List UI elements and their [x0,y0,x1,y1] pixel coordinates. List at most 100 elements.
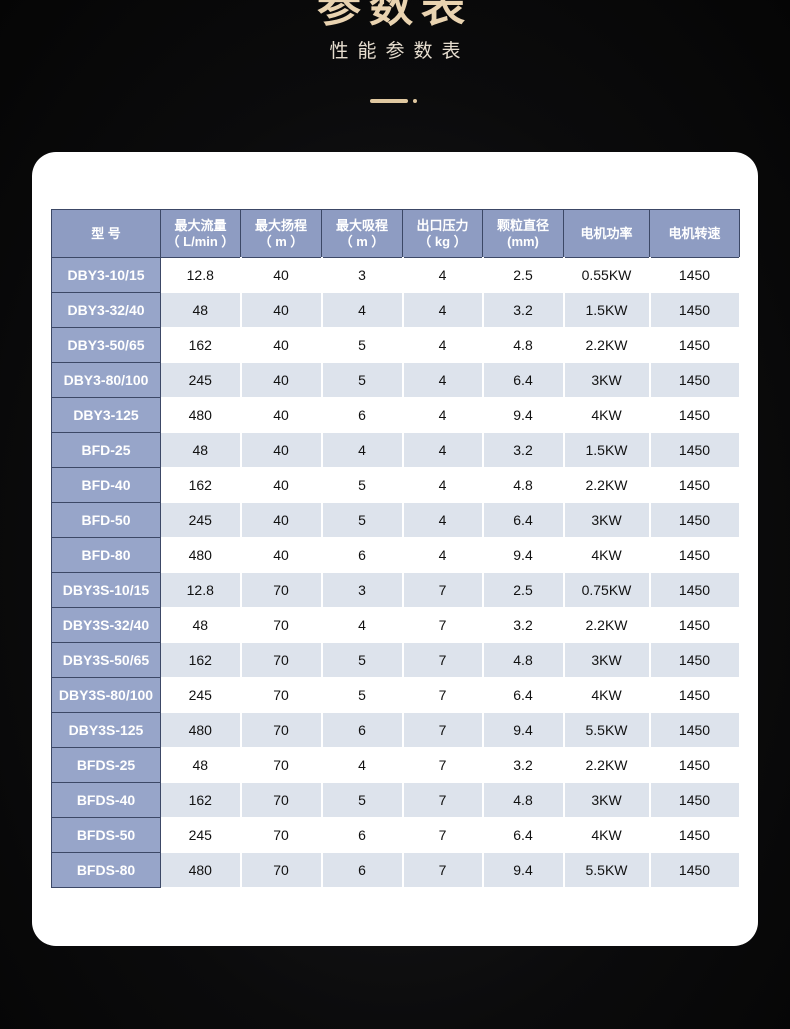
model-cell: BFD-80 [51,537,161,573]
value-cell: 1450 [649,257,741,293]
value-cell: 6.4 [482,362,565,398]
value-cell: 4 [402,502,484,538]
page-title: 参数表 [317,0,473,31]
value-cell: 40 [240,502,323,538]
model-cell: DBY3-32/40 [51,292,161,328]
value-cell: 12.8 [160,257,242,293]
value-cell: 9.4 [482,537,565,573]
column-header: 最大吸程（ m ） [321,209,403,258]
value-cell: 1450 [649,362,741,398]
value-cell: 4KW [563,677,651,713]
column-header: 电机转速 [649,209,740,258]
value-cell: 7 [402,712,484,748]
value-cell: 1450 [649,467,741,503]
table-card: 型 号最大流量（ L/min ）最大扬程（ m ）最大吸程（ m ）出口压力（ … [32,152,758,946]
value-cell: 5 [321,327,404,363]
model-cell: DBY3-50/65 [51,327,161,363]
value-cell: 4 [321,747,404,783]
value-cell: 7 [402,642,484,678]
value-cell: 7 [402,817,484,853]
header-line: 出口压力 [416,217,469,233]
value-cell: 4 [402,327,484,363]
decor-dot [413,99,417,103]
table-row: DBY3S-32/40 48 70 4 7 3.2 2.2KW 1450 [51,607,741,643]
header-line: （ m ） [339,233,385,249]
value-cell: 6 [321,397,404,433]
model-cell: DBY3-125 [51,397,161,433]
value-cell: 162 [160,467,242,503]
value-cell: 7 [402,852,484,888]
value-cell: 0.55KW [563,257,651,293]
model-cell: BFDS-25 [51,747,161,783]
table-row: DBY3S-80/100 245 70 5 7 6.4 4KW 1450 [51,677,741,713]
column-header: 最大流量（ L/min ） [160,209,241,258]
value-cell: 40 [240,362,323,398]
column-header: 型 号 [51,209,161,258]
table-row: DBY3-125 480 40 6 4 9.4 4KW 1450 [51,397,741,433]
model-cell: BFDS-40 [51,782,161,818]
value-cell: 48 [160,432,242,468]
value-cell: 40 [240,537,323,573]
table-row: DBY3-80/100 245 40 5 4 6.4 3KW 1450 [51,362,741,398]
column-header: 出口压力（ kg ） [402,209,483,258]
value-cell: 5 [321,677,404,713]
value-cell: 4 [402,467,484,503]
value-cell: 480 [160,712,242,748]
table-row: DBY3S-125 480 70 6 7 9.4 5.5KW 1450 [51,712,741,748]
value-cell: 245 [160,362,242,398]
value-cell: 2.5 [482,257,565,293]
value-cell: 5.5KW [563,852,651,888]
value-cell: 1450 [649,747,741,783]
value-cell: 2.2KW [563,467,651,503]
table-row: BFD-50 245 40 5 4 6.4 3KW 1450 [51,502,741,538]
value-cell: 4KW [563,817,651,853]
value-cell: 5 [321,782,404,818]
header-line: 最大流量 [174,217,227,233]
value-cell: 3 [321,572,404,608]
model-cell: DBY3-10/15 [51,257,161,293]
value-cell: 2.5 [482,572,565,608]
value-cell: 7 [402,782,484,818]
value-cell: 48 [160,747,242,783]
table-row: BFD-25 48 40 4 4 3.2 1.5KW 1450 [51,432,741,468]
table-row: BFD-40 162 40 5 4 4.8 2.2KW 1450 [51,467,741,503]
decor-dash [370,99,408,103]
value-cell: 245 [160,502,242,538]
table-row: DBY3-32/40 48 40 4 4 3.2 1.5KW 1450 [51,292,741,328]
header-row: 型 号最大流量（ L/min ）最大扬程（ m ）最大吸程（ m ）出口压力（ … [51,209,740,258]
value-cell: 12.8 [160,572,242,608]
table-row: DBY3-10/15 12.8 40 3 4 2.5 0.55KW 1450 [51,257,741,293]
header-line: 颗粒直径 [496,217,549,233]
value-cell: 4 [402,292,484,328]
value-cell: 48 [160,607,242,643]
value-cell: 48 [160,292,242,328]
value-cell: 70 [240,642,323,678]
table-row: DBY3S-50/65 162 70 5 7 4.8 3KW 1450 [51,642,741,678]
value-cell: 3 [321,257,404,293]
column-header: 最大扬程（ m ） [240,209,322,258]
value-cell: 2.2KW [563,607,651,643]
model-cell: BFDS-80 [51,852,161,888]
value-cell: 6 [321,712,404,748]
value-cell: 70 [240,677,323,713]
value-cell: 3.2 [482,747,565,783]
value-cell: 9.4 [482,852,565,888]
value-cell: 1450 [649,607,741,643]
model-cell: BFDS-50 [51,817,161,853]
value-cell: 40 [240,257,323,293]
value-cell: 4 [402,257,484,293]
header-line: 电机功率 [580,225,633,241]
value-cell: 70 [240,747,323,783]
value-cell: 1450 [649,502,741,538]
table-body: DBY3-10/15 12.8 40 3 4 2.5 0.55KW 1450 DBY3-32/4… [51,257,741,888]
value-cell: 4.8 [482,327,565,363]
value-cell: 1.5KW [563,292,651,328]
value-cell: 4 [321,607,404,643]
value-cell: 3.2 [482,607,565,643]
value-cell: 5 [321,467,404,503]
value-cell: 6 [321,817,404,853]
table-row: DBY3S-10/15 12.8 70 3 7 2.5 0.75KW 1450 [51,572,741,608]
page-subtitle: 性能参数表 [329,41,470,62]
value-cell: 4 [402,397,484,433]
header-line: 最大吸程 [335,217,388,233]
